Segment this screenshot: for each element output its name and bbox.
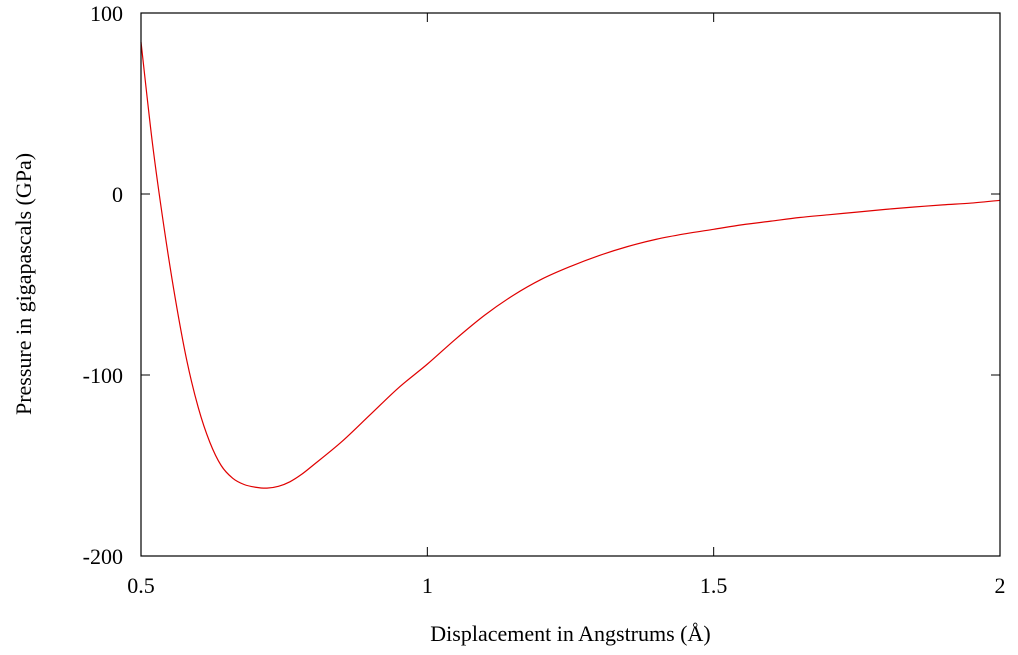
y-axis-label: Pressure in gigapascals (GPa)	[11, 153, 36, 415]
y-tick-label: 0	[112, 182, 123, 207]
tick-labels: 0.5 1 1.5 2 -200 -100 0 100	[83, 1, 1006, 598]
x-tick-label: 0.5	[127, 573, 155, 598]
y-tick-label: -100	[83, 363, 123, 388]
plot-frame	[140, 12, 1001, 557]
y-tick-label: -200	[83, 544, 123, 569]
series-layer	[140, 41, 1001, 489]
y-tick-label: 100	[90, 1, 123, 26]
axis-ticks	[140, 12, 1001, 557]
x-tick-label: 1.5	[700, 573, 728, 598]
series-line	[140, 41, 1001, 489]
x-tick-label: 2	[995, 573, 1006, 598]
x-tick-label: 1	[422, 573, 433, 598]
x-axis-label: Displacement in Angstrums (Å)	[430, 621, 710, 646]
